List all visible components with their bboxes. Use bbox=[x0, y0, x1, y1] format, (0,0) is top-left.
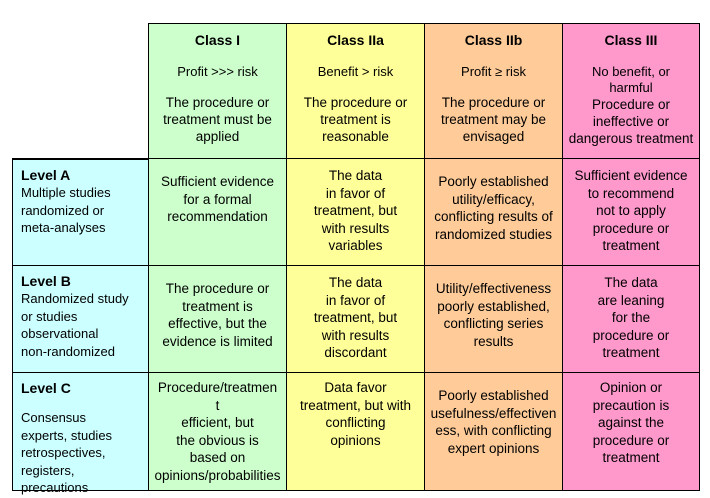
class-iib-title: Class IIb bbox=[464, 32, 523, 48]
level-c-title: Level C bbox=[21, 380, 71, 396]
class-iia-description: The procedure or treatment is reasonable bbox=[303, 95, 408, 144]
level-b-class-iib-cell: Utility/effectiveness poorly established… bbox=[425, 266, 563, 373]
level-a-class-iia-cell: The data in favor of treatment, but with… bbox=[287, 159, 425, 266]
class-iib-header: Class IIb Profit ≥ risk The procedure or… bbox=[425, 23, 563, 159]
class-iii-header: Class III No benefit, or harmful Procedu… bbox=[563, 23, 700, 159]
level-b-title: Level B bbox=[21, 273, 71, 289]
level-c-class-iia-cell: Data favor treatment, but with conflicti… bbox=[287, 373, 425, 491]
level-b-class-iia-cell: The data in favor of treatment, but with… bbox=[287, 266, 425, 373]
level-a-class-iib-cell: Poorly established utility/efficacy, con… bbox=[425, 159, 563, 266]
empty-corner-cell bbox=[12, 23, 149, 159]
class-i-header: Class I Profit >>> risk The procedure or… bbox=[149, 23, 287, 159]
level-c-class-iii-cell: Opinion or precaution is against the pro… bbox=[563, 373, 700, 491]
level-b-header: Level B Randomized study or studies obse… bbox=[12, 266, 149, 373]
class-iii-title: Class III bbox=[604, 32, 658, 48]
level-a-class-i-cell: Sufficient evidence for a formal recomme… bbox=[149, 159, 287, 266]
class-i-description: The procedure or treatment must be appli… bbox=[163, 95, 272, 144]
level-c-class-i-cell: Procedure/treatmen t efficient, but the … bbox=[149, 373, 287, 491]
level-b-class-i-cell: The procedure or treatment is effective,… bbox=[149, 266, 287, 373]
class-i-title: Class I bbox=[194, 32, 241, 48]
level-b-description: Randomized study or studies observationa… bbox=[21, 291, 129, 359]
class-iii-subtitle: No benefit, or harmful bbox=[591, 64, 671, 95]
class-iia-title: Class IIa bbox=[327, 32, 384, 48]
level-c-class-iib-cell: Poorly established usefulness/effectiven… bbox=[425, 373, 563, 491]
class-i-subtitle: Profit >>> risk bbox=[177, 64, 258, 79]
class-iib-subtitle: Profit ≥ risk bbox=[461, 64, 526, 79]
level-c-header: Level C Consensus experts, studies retro… bbox=[12, 373, 149, 495]
class-iia-subtitle: Benefit > risk bbox=[317, 64, 394, 79]
level-c-description: Consensus experts, studies retrospective… bbox=[21, 410, 113, 495]
level-b-class-iii-cell: The data are leaning for the procedure o… bbox=[563, 266, 700, 373]
level-a-description: Multiple studies randomized or meta-anal… bbox=[21, 185, 111, 235]
level-a-header: Level A Multiple studies randomized or m… bbox=[12, 159, 149, 266]
level-a-class-iii-cell: Sufficient evidence to recommend not to … bbox=[563, 159, 700, 266]
class-iib-description: The procedure or treatment may be envisa… bbox=[440, 95, 547, 144]
class-iia-header: Class IIa Benefit > risk The procedure o… bbox=[287, 23, 425, 159]
class-iii-description: Procedure or ineffective or dangerous tr… bbox=[568, 97, 694, 146]
level-a-title: Level A bbox=[21, 167, 71, 183]
recommendation-table: Class I Profit >>> risk The procedure or… bbox=[12, 23, 700, 495]
